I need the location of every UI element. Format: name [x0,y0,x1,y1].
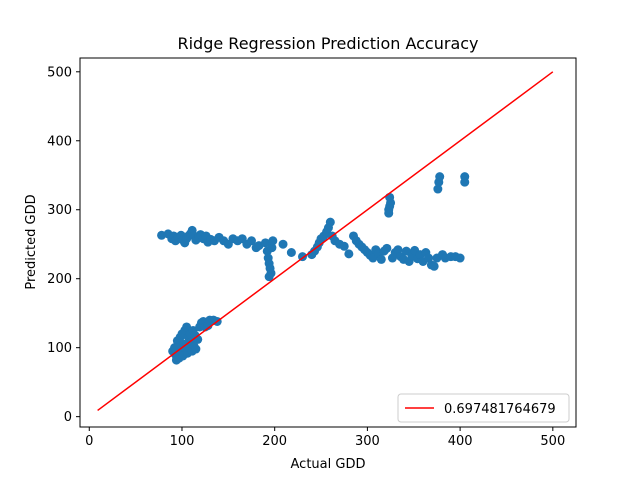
x-tick-label: 400 [448,434,473,449]
legend-box [397,393,570,423]
y-tick-label: 200 [47,272,72,287]
scatter-point-91 [429,261,439,271]
legend: 0.697481764679 [397,393,570,423]
scatter-point-39 [267,243,277,253]
fit-line [97,71,554,412]
x-tick-label: 300 [355,434,380,449]
scatter-point-95 [435,172,445,182]
y-axis-ticks: 0 100 200 300 400 500 [47,65,80,425]
scatter-point-127 [191,344,201,354]
scatter-point-102 [460,172,470,182]
scatter-point-93 [433,184,443,194]
scatter-points [157,172,470,365]
y-tick-label: 100 [47,341,72,356]
scatter-point-70 [382,243,392,253]
x-tick-label: 200 [262,434,287,449]
plot-frame [79,57,577,428]
scatter-point-56 [339,241,349,251]
scatter-point-74 [384,208,394,218]
scatter-point-75 [385,192,395,202]
scatter-point-29 [247,236,257,246]
x-axis-label: Actual GDD [291,457,366,472]
x-tick-label: 100 [170,434,195,449]
y-tick-label: 300 [47,203,72,218]
scatter-point-89 [424,253,434,263]
scatter-point-78 [393,245,403,255]
legend-entry-label: 0.697481764679 [444,402,556,417]
x-tick-label: 0 [85,434,93,449]
scatter-point-41 [278,239,288,249]
x-axis-ticks: 0 100 200 300 400 500 [85,427,565,449]
y-axis-label: Predicted GDD [24,194,39,289]
scatter-point-38 [264,272,274,282]
y-tick-label: 0 [64,410,72,425]
scatter-point-42 [286,248,296,258]
chart-title: Ridge Regression Prediction Accuracy [177,34,478,53]
scatter-point-68 [376,254,386,264]
scatter-point-40 [268,236,278,246]
x-tick-label: 500 [540,434,565,449]
scatter-point-32 [260,238,270,248]
scatter-point-57 [344,249,354,259]
scatter-point-52 [325,217,335,227]
y-tick-label: 500 [47,65,72,80]
fit-line-layer [97,71,554,412]
scatter-point-100 [455,253,465,263]
y-tick-label: 400 [47,134,72,149]
